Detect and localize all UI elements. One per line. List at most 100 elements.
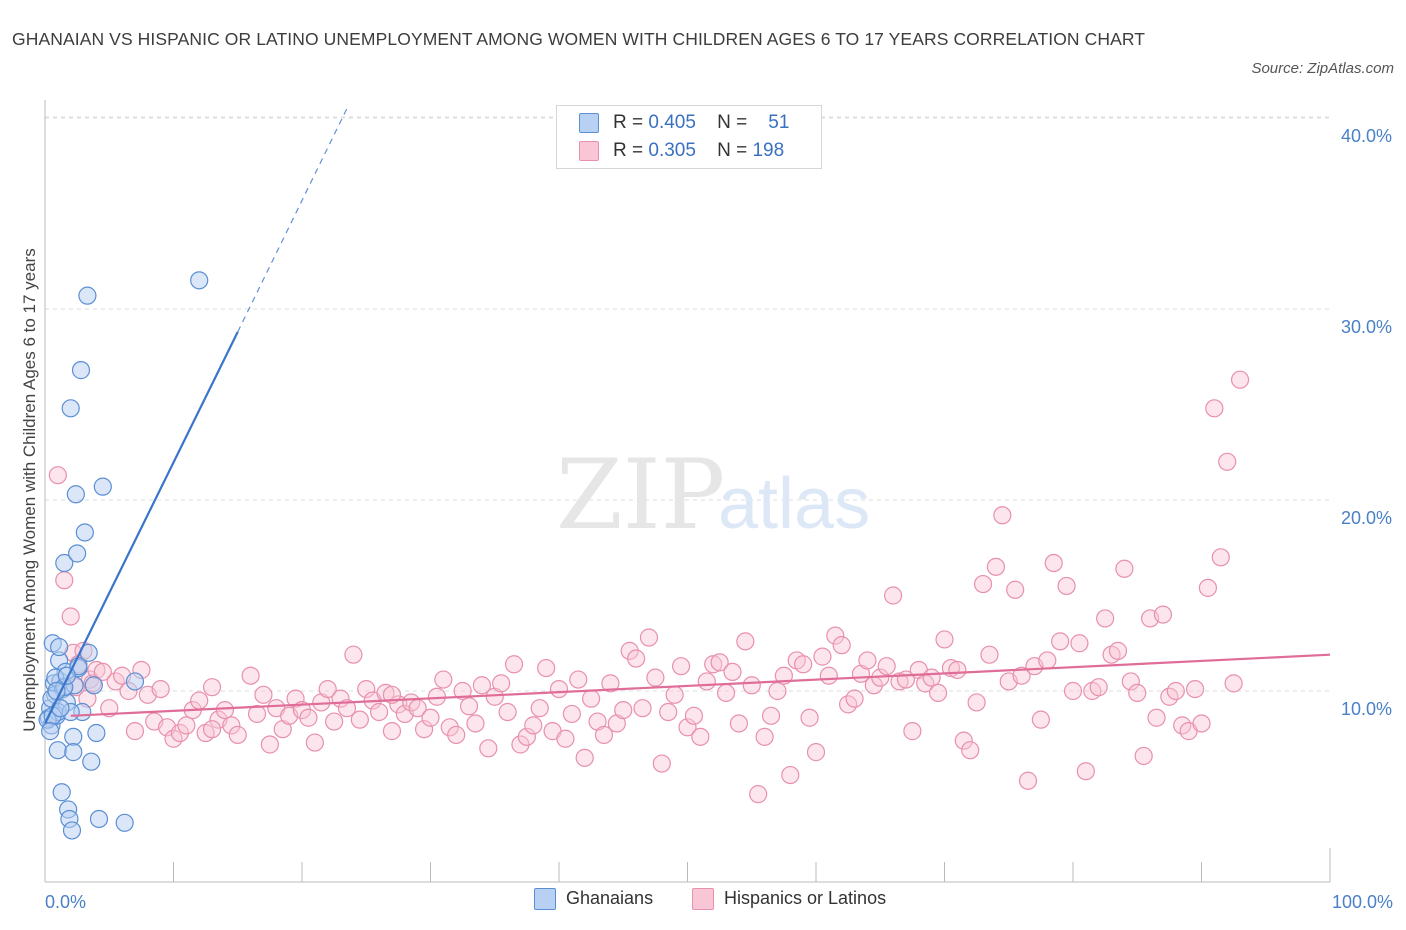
hispanic-point xyxy=(582,689,601,708)
hispanic-point xyxy=(48,466,67,485)
hispanic-point xyxy=(922,668,941,687)
hispanic-point xyxy=(1051,632,1070,651)
axes-layer xyxy=(44,100,1331,883)
hispanic-point xyxy=(961,741,980,760)
hispanic-point xyxy=(1115,559,1134,578)
hispanic-point xyxy=(614,700,633,720)
hispanic-point xyxy=(569,670,588,689)
hispanic-point xyxy=(524,716,543,735)
hispanic-point xyxy=(504,655,524,674)
hispanic-point xyxy=(440,718,459,737)
watermark-zip: ZIP xyxy=(556,439,725,551)
ghanaian-point xyxy=(50,637,69,657)
hispanic-point xyxy=(453,681,472,701)
ghanaian-point xyxy=(82,752,101,771)
hispanic-point xyxy=(601,674,620,693)
hispanic-point xyxy=(903,722,922,741)
y-tick-label: 30.0% xyxy=(1341,317,1392,337)
hispanic-point xyxy=(1205,399,1224,418)
hispanic-point xyxy=(556,729,575,748)
hispanic-point xyxy=(325,712,344,731)
hispanic-point xyxy=(935,630,954,649)
hispanic-point xyxy=(967,693,986,712)
bottom-swatch-hispanics xyxy=(692,888,714,911)
ghanaian-point xyxy=(41,722,60,741)
hispanic-point xyxy=(819,666,838,685)
hispanic-point xyxy=(723,662,742,682)
hispanic-point xyxy=(55,571,74,590)
hispanic-point xyxy=(1121,672,1140,691)
correlation-legend: R = 0.405 N = 51 R = 0.305 N = 198 xyxy=(556,105,822,169)
hispanic-point xyxy=(877,657,896,676)
x-tick-label-max: 100.0% xyxy=(1332,892,1393,912)
hispanic-point xyxy=(954,731,973,750)
hispanic-point xyxy=(549,679,569,699)
hispanic-point xyxy=(626,649,646,668)
hispanic-point xyxy=(768,681,787,701)
hispanic-point xyxy=(1211,548,1230,567)
bottom-legend-label-hispanics: Hispanics or Latinos xyxy=(724,888,887,908)
legend-n-label: N = xyxy=(717,112,748,133)
ghanaian-point xyxy=(75,523,94,542)
ghanaian-point xyxy=(68,544,87,563)
hispanic-point xyxy=(973,574,993,594)
hispanic-point xyxy=(190,691,209,710)
legend-r-label: R = xyxy=(613,112,644,133)
ghanaian-point xyxy=(115,813,134,832)
hispanic-point xyxy=(247,704,267,724)
hispanic-point xyxy=(858,651,877,670)
grid-layer xyxy=(45,116,1330,692)
hispanic-point xyxy=(678,718,697,737)
hispanic-point xyxy=(813,647,832,666)
ghanaian-points xyxy=(38,271,209,840)
hispanic-point xyxy=(318,679,337,699)
hispanic-point xyxy=(1031,710,1050,729)
ghanaian-point xyxy=(64,727,83,746)
bottom-legend-label-ghanaians: Ghanaians xyxy=(566,888,654,908)
legend-row-ghanaians: R = 0.405 N = 51 xyxy=(579,112,789,138)
ghanaian-point xyxy=(55,553,74,573)
ghanaian-point xyxy=(64,743,83,762)
hispanic-point xyxy=(472,676,491,695)
legend-row-hispanics: R = 0.305 N = 198 xyxy=(579,140,784,166)
hispanic-point xyxy=(575,748,594,767)
ghanaian-point xyxy=(93,477,112,496)
hispanic-point xyxy=(222,716,241,735)
hispanic-point xyxy=(170,723,190,743)
ghanaian-point xyxy=(48,741,67,760)
ghanaian-point xyxy=(84,676,103,695)
ghanaian-point xyxy=(71,361,91,380)
hispanic-point xyxy=(511,735,530,754)
hispanic-trend-line xyxy=(70,653,1331,717)
y-tick-label: 40.0% xyxy=(1341,126,1392,146)
hispanic-point xyxy=(633,699,652,718)
tick-labels: 10.0% 20.0% 30.0% 40.0% 0.0% 100.0% xyxy=(45,126,1393,912)
ghanaian-point xyxy=(190,271,209,290)
ghanaian-point xyxy=(47,681,66,701)
bottom-legend-ghanaians: Ghanaians xyxy=(534,888,654,911)
hispanic-point xyxy=(646,668,665,687)
hispanic-point xyxy=(1018,771,1038,790)
hispanic-point xyxy=(1089,678,1108,697)
ghanaian-point xyxy=(89,809,109,829)
watermark: ZIP atlas xyxy=(556,439,870,551)
hispanic-point xyxy=(1076,762,1095,781)
hispanic-point xyxy=(794,655,813,674)
hispanic-point xyxy=(665,685,684,704)
hispanic-point xyxy=(1230,370,1250,389)
ghanaian-point xyxy=(61,399,80,418)
hispanic-point xyxy=(202,678,222,697)
ghanaian-point xyxy=(66,485,85,504)
hispanic-point xyxy=(537,658,556,678)
hispanic-point xyxy=(447,725,466,745)
hispanic-point xyxy=(928,683,948,703)
hispanic-point xyxy=(562,704,581,724)
chart-title: GHANAIAN VS HISPANIC OR LATINO UNEMPLOYM… xyxy=(12,29,1146,49)
chart-source: Source: ZipAtlas.com xyxy=(1251,60,1394,77)
hispanic-point xyxy=(337,699,357,718)
bottom-legend-hispanics: Hispanics or Latinos xyxy=(692,888,887,911)
hispanic-point xyxy=(639,628,659,647)
ghanaian-point xyxy=(87,723,106,743)
hispanic-point xyxy=(755,727,774,746)
ghanaian-point xyxy=(125,672,145,691)
